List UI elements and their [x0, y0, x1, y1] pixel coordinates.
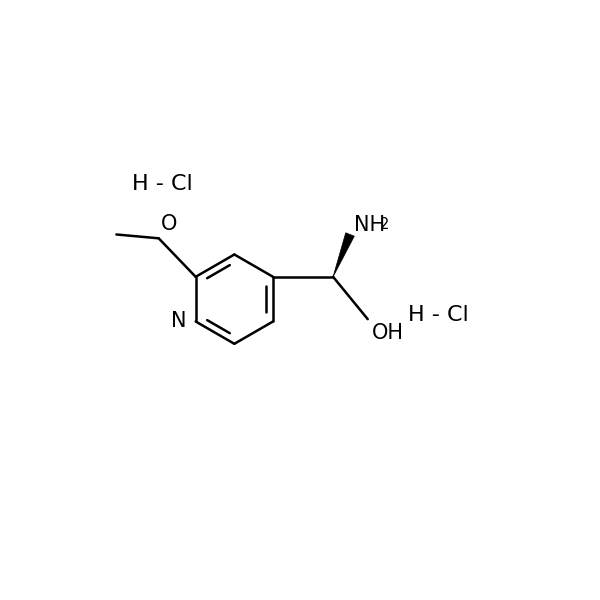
- Text: OH: OH: [373, 323, 404, 343]
- Text: 2: 2: [380, 217, 389, 232]
- Text: N: N: [171, 311, 187, 331]
- Text: O: O: [161, 214, 178, 235]
- Text: H - Cl: H - Cl: [132, 173, 193, 194]
- Polygon shape: [333, 233, 355, 277]
- Text: NH: NH: [354, 215, 385, 235]
- Text: H - Cl: H - Cl: [407, 305, 469, 325]
